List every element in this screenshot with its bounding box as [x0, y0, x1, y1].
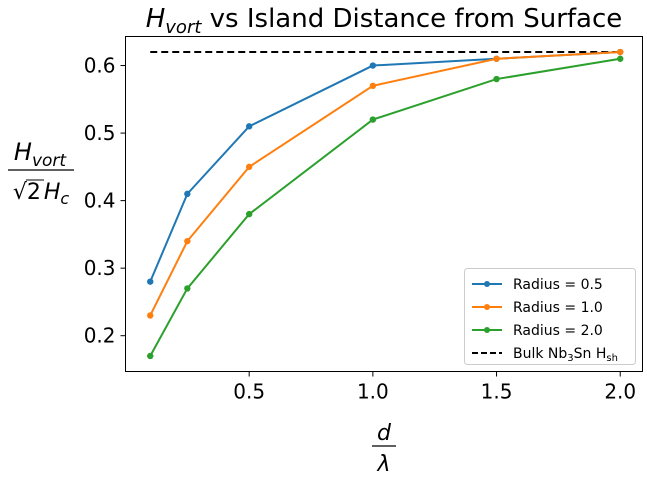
legend-item: Radius = 1.0 — [472, 300, 603, 316]
data-point — [245, 123, 253, 130]
data-point — [147, 278, 154, 285]
y-tick-label: 0.4 — [84, 189, 116, 213]
legend-item: Bulk Nb3Sn Hsh — [472, 346, 618, 364]
data-lines — [147, 48, 624, 360]
legend-label: Radius = 0.5 — [513, 277, 603, 293]
legend-item: Radius = 2.0 — [472, 323, 603, 339]
legend: Radius = 0.5 Radius = 1.0 Radius = 2.0 Bulk… — [464, 268, 636, 365]
data-point — [147, 352, 154, 360]
y-tick-label: 0.5 — [84, 121, 116, 145]
legend-marker — [484, 304, 490, 310]
title-rest: vs Island Distance from Surface — [201, 4, 622, 34]
data-point — [617, 55, 624, 62]
title-h: H — [146, 4, 166, 34]
x-label-denominator: λ — [376, 452, 390, 477]
data-point — [184, 190, 191, 198]
legend-marker — [484, 281, 490, 287]
x-axis-label: d λ — [372, 421, 396, 477]
series-line — [149, 57, 621, 357]
y-label-numerator: Hvort — [14, 138, 67, 171]
series-2 — [147, 48, 624, 319]
y-label-denominator: √2 Hc — [13, 180, 70, 208]
legend-item: Radius = 0.5 — [472, 277, 603, 293]
y-label-sub: vort — [32, 151, 67, 171]
series-3 — [147, 55, 624, 360]
y-tick-label: 0.2 — [84, 324, 116, 348]
legend-box — [464, 268, 636, 365]
title-sub: vort — [165, 17, 202, 38]
data-point — [493, 75, 500, 83]
x-axis-ticks: 0.5 1.0 1.5 2.0 — [233, 371, 636, 404]
data-point — [147, 312, 154, 319]
y-label-h: H — [14, 138, 32, 166]
data-point — [617, 48, 624, 56]
data-point — [369, 116, 377, 123]
plot-area — [125, 36, 643, 372]
data-point — [245, 210, 253, 218]
y-label-c: c — [60, 189, 69, 208]
x-tick-label: 1.0 — [357, 380, 389, 404]
data-point — [369, 82, 377, 90]
y-tick-label: 0.6 — [84, 54, 116, 78]
chart-title: Hvort vs Island Distance from Surface — [146, 4, 623, 38]
data-point — [493, 55, 500, 62]
y-axis-label: Hvort √2 Hc — [8, 138, 74, 208]
data-point — [369, 62, 377, 69]
x-tick-label: 1.5 — [481, 380, 513, 404]
x-tick-label: 2.0 — [604, 380, 636, 404]
y-tick-label: 0.3 — [84, 256, 116, 280]
legend-label: Bulk Nb3Sn Hsh — [513, 346, 618, 364]
y-axis-ticks: 0.2 0.3 0.4 0.5 0.6 — [84, 54, 126, 348]
data-point — [245, 163, 253, 171]
legend-label: Radius = 1.0 — [513, 300, 603, 316]
x-label-numerator: d — [377, 421, 392, 446]
y-label-root: √ — [13, 180, 28, 205]
data-point — [184, 285, 191, 292]
x-tick-label: 0.5 — [233, 380, 265, 404]
legend-label: Radius = 2.0 — [513, 323, 603, 339]
legend-marker — [484, 327, 490, 333]
series-line — [149, 51, 621, 316]
data-point — [184, 237, 191, 245]
y-label-h2: H — [44, 180, 61, 205]
legend-items: Radius = 0.5 Radius = 1.0 Radius = 2.0 Bulk… — [472, 277, 618, 364]
y-label-two: 2 — [27, 180, 41, 205]
